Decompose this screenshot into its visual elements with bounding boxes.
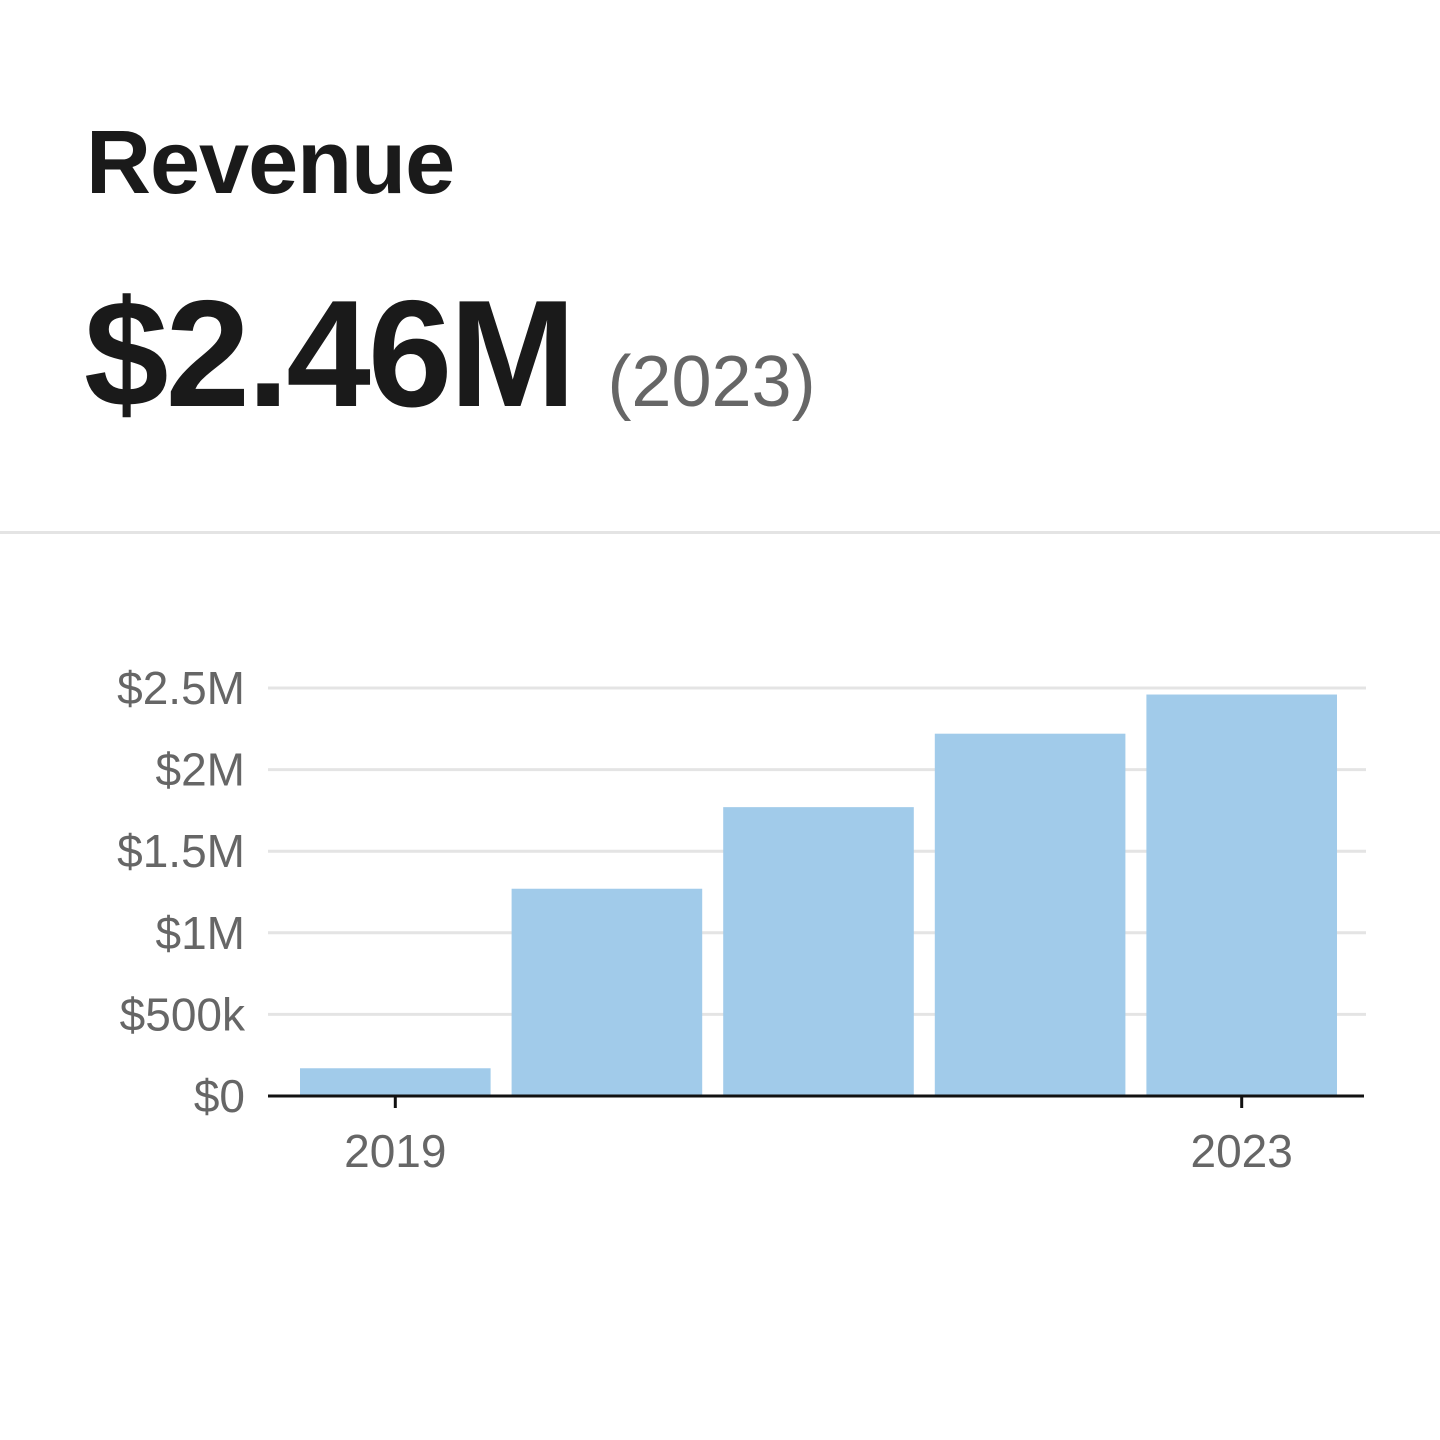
bar-2021 <box>723 807 914 1096</box>
headline-value: $2.46M <box>84 269 576 439</box>
y-tick-label: $2M <box>156 744 245 796</box>
y-tick-label: $1.5M <box>117 825 245 877</box>
tick-labels: $0 $500k $1M $1.5M $2M $2.5M 2019 2023 <box>117 662 1293 1177</box>
bar-2019 <box>300 1068 491 1096</box>
headline-year: (2023) <box>607 342 816 422</box>
headline: $2.46M (2023) <box>84 278 816 430</box>
y-tick-label: $1M <box>156 907 245 959</box>
axes <box>268 1094 1364 1108</box>
x-tick-label: 2023 <box>1191 1125 1293 1177</box>
y-tick-label: $500k <box>120 988 246 1040</box>
y-tick-label: $0 <box>194 1070 245 1122</box>
bar-2022 <box>934 733 1126 1096</box>
bars <box>300 694 1337 1096</box>
divider <box>0 531 1440 534</box>
y-tick-label: $2.5M <box>117 662 245 714</box>
x-tick-label: 2019 <box>344 1125 446 1177</box>
bar-2020 <box>511 888 703 1096</box>
chart-title: Revenue <box>86 113 455 213</box>
bar-2023 <box>1146 694 1337 1096</box>
